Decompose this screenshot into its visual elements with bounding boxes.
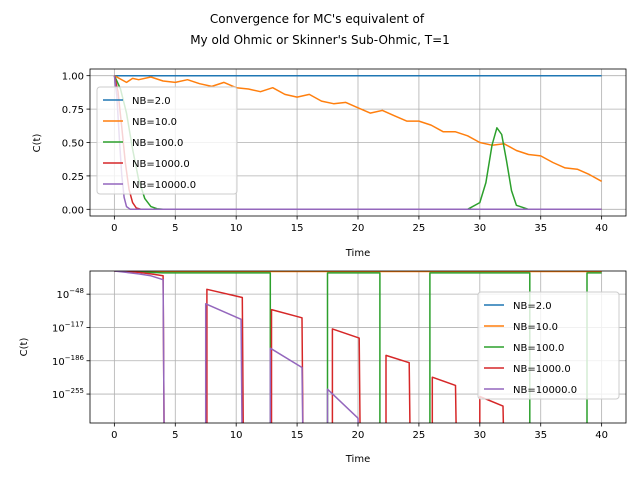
figure-title-line-1: Convergence for MC's equivalent of <box>210 12 425 26</box>
legend-label: NB=2.0 <box>513 301 552 312</box>
series-line-nb-1000-0 <box>114 271 505 423</box>
x-tick-label: 35 <box>534 430 547 441</box>
x-tick-label: 40 <box>595 430 608 441</box>
top-chart-legend-box <box>96 86 238 195</box>
x-tick-label: 40 <box>595 223 608 234</box>
x-tick-label: 15 <box>291 223 304 234</box>
y-tick-label: 0.00 <box>62 205 84 216</box>
bottom-chart-y-ticks: 10−48 10−117 10−186 10−255 <box>52 287 90 401</box>
x-tick-label: 15 <box>291 430 304 441</box>
bottom-chart-y-label: C(t) <box>19 338 30 357</box>
top-chart-y-ticks: 0.00 0.25 0.50 0.75 1.00 <box>62 72 90 216</box>
y-tick-label: 10−255 <box>52 387 84 401</box>
figure-title-line-2: My old Ohmic or Skinner's Sub-Ohmic, T=1 <box>190 33 450 47</box>
x-tick-label: 25 <box>413 430 426 441</box>
legend-label: NB=100.0 <box>132 138 183 149</box>
top-chart-x-label: Time <box>345 248 370 259</box>
x-tick-label: 0 <box>111 430 117 441</box>
x-tick-label: 10 <box>230 223 243 234</box>
legend-label: NB=10000.0 <box>513 385 577 396</box>
bottom-chart-legend: NB=2.0 NB=10.0 NB=100.0 NB=1000.0 NB=10000.0 <box>477 291 620 400</box>
x-tick-label: 35 <box>534 223 547 234</box>
y-tick-label: 0.75 <box>62 105 84 116</box>
legend-label: NB=2.0 <box>132 96 171 107</box>
top-chart: 0 5 10 15 20 25 30 35 40 0.00 0.25 0.50 0.75 1.00 Ti… <box>32 68 627 259</box>
legend-label: NB=100.0 <box>513 343 564 354</box>
x-tick-label: 10 <box>230 430 243 441</box>
legend-label: NB=10.0 <box>513 322 558 333</box>
bottom-chart-x-ticks: 0 5 10 15 20 25 30 35 40 <box>111 423 608 441</box>
legend-label: NB=1000.0 <box>513 364 571 375</box>
series-line-nb-10000-0 <box>114 271 359 423</box>
bottom-chart-legend-box <box>477 291 620 400</box>
legend-label: NB=10000.0 <box>132 180 196 191</box>
series-line-nb-10-0 <box>114 75 602 182</box>
top-chart-x-ticks: 0 5 10 15 20 25 30 35 40 <box>111 216 608 234</box>
x-tick-label: 20 <box>352 223 365 234</box>
y-tick-label: 1.00 <box>62 72 84 83</box>
legend-label: NB=10.0 <box>132 117 177 128</box>
y-tick-label: 0.50 <box>62 139 84 150</box>
x-tick-label: 25 <box>413 223 426 234</box>
y-tick-label: 0.25 <box>62 172 84 183</box>
x-tick-label: 0 <box>111 223 117 234</box>
x-tick-label: 5 <box>172 223 178 234</box>
bottom-chart-x-label: Time <box>345 454 370 465</box>
series-line-nb-100-0 <box>114 271 602 423</box>
x-tick-label: 30 <box>473 223 486 234</box>
x-tick-label: 30 <box>473 430 486 441</box>
y-tick-label: 10−186 <box>52 354 85 368</box>
y-tick-label: 10−117 <box>52 320 84 334</box>
top-chart-legend: NB=2.0 NB=10.0 NB=100.0 NB=1000.0 NB=10000.0 <box>96 86 238 195</box>
top-chart-y-label: C(t) <box>32 134 43 153</box>
x-tick-label: 20 <box>352 430 365 441</box>
y-tick-label: 10−48 <box>56 287 84 301</box>
bottom-chart: 0 5 10 15 20 25 30 35 40 10−48 10−117 10−186 10−255… <box>19 270 627 465</box>
legend-label: NB=1000.0 <box>132 159 190 170</box>
x-tick-label: 5 <box>172 430 178 441</box>
